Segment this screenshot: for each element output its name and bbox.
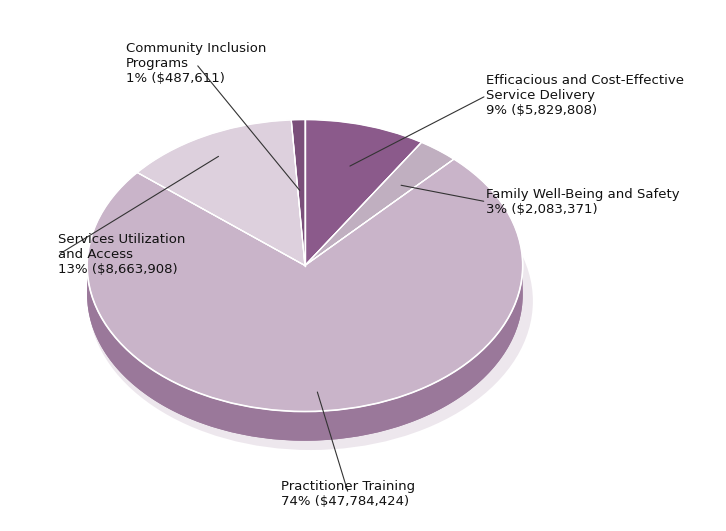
Text: Family Well-Being and Safety
3% ($2,083,371): Family Well-Being and Safety 3% ($2,083,…	[486, 188, 680, 216]
Polygon shape	[87, 159, 523, 412]
Ellipse shape	[87, 149, 523, 441]
Ellipse shape	[89, 152, 533, 450]
Polygon shape	[137, 120, 305, 266]
Text: Services Utilization
and Access
13% ($8,663,908): Services Utilization and Access 13% ($8,…	[58, 234, 185, 276]
Text: Practitioner Training
74% ($47,784,424): Practitioner Training 74% ($47,784,424)	[282, 480, 415, 508]
Polygon shape	[305, 142, 454, 266]
Polygon shape	[87, 264, 523, 441]
Polygon shape	[291, 119, 305, 266]
Text: Efficacious and Cost-Effective
Service Delivery
9% ($5,829,808): Efficacious and Cost-Effective Service D…	[486, 74, 685, 117]
Polygon shape	[305, 119, 422, 266]
Text: Community Inclusion
Programs
1% ($487,611): Community Inclusion Programs 1% ($487,61…	[126, 42, 266, 85]
